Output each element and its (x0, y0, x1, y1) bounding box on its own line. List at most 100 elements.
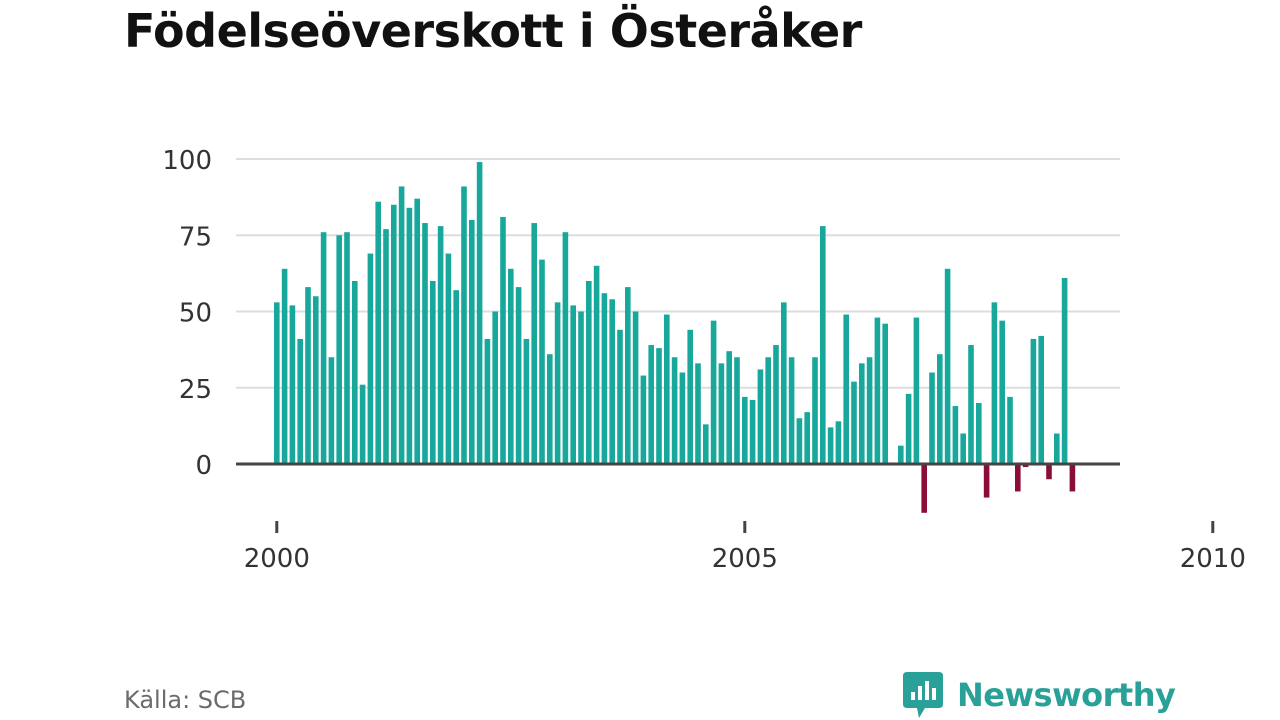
bar (586, 281, 592, 464)
bar (1015, 464, 1021, 492)
bar (367, 253, 374, 464)
bars (274, 162, 1076, 513)
bar (289, 305, 296, 464)
bar (679, 372, 686, 464)
bar (297, 338, 303, 464)
bar (414, 198, 420, 464)
bar (796, 418, 803, 464)
bar (960, 433, 966, 464)
bar (515, 287, 522, 464)
y-tick-label: 0 (195, 451, 212, 481)
bar (1030, 338, 1037, 464)
bar (734, 357, 740, 464)
bar (905, 393, 912, 464)
y-tick-label: 50 (179, 299, 212, 329)
bar (539, 259, 545, 464)
newsworthy-icon (903, 672, 943, 718)
y-tick-label: 100 (162, 146, 212, 176)
bar (827, 427, 834, 464)
bar (882, 323, 888, 464)
bar (484, 338, 491, 464)
bar (671, 357, 678, 464)
bar (328, 357, 335, 464)
bar (406, 207, 413, 465)
bar (437, 226, 444, 464)
bar (398, 186, 405, 464)
source-label: Källa: SCB (124, 686, 247, 714)
chart-title: Födelseöverskott i Österåker (124, 4, 862, 58)
bar (625, 287, 631, 464)
bar (1007, 396, 1013, 464)
bar (695, 363, 701, 464)
bar (944, 268, 951, 464)
bar (531, 223, 537, 464)
bar (570, 305, 576, 464)
bar (1038, 335, 1044, 464)
bar (320, 232, 327, 464)
bar (391, 204, 397, 464)
x-tick-label: 2005 (712, 544, 778, 574)
bar (640, 375, 647, 464)
bar (703, 424, 709, 464)
bar (313, 296, 319, 464)
bar (281, 268, 288, 464)
bar (765, 357, 771, 464)
bar (976, 403, 982, 464)
bar (1054, 433, 1060, 464)
bar (578, 311, 584, 464)
bar (999, 320, 1005, 464)
bar (562, 232, 569, 464)
bar (874, 317, 881, 464)
bar (476, 162, 483, 465)
bar (983, 464, 990, 498)
bar (274, 302, 280, 464)
bar (352, 281, 358, 464)
bar (359, 384, 366, 464)
bar (383, 229, 389, 464)
bar (952, 406, 959, 464)
bar (445, 253, 452, 464)
bar (812, 357, 818, 464)
bar (461, 186, 467, 464)
bar (492, 311, 498, 464)
bar (866, 357, 873, 464)
bar (859, 363, 865, 464)
bar (593, 265, 600, 464)
bar (1069, 464, 1076, 492)
bar (757, 369, 764, 464)
bar (921, 464, 927, 513)
bar (523, 338, 530, 464)
bar (749, 399, 756, 464)
bar (991, 302, 998, 464)
bar (453, 290, 459, 464)
bar (547, 354, 553, 464)
bar (742, 396, 748, 464)
bar (968, 345, 974, 464)
bar (1046, 464, 1052, 480)
bar (898, 445, 904, 464)
bar (344, 232, 350, 464)
bar (687, 329, 693, 464)
newsworthy-logo[interactable]: Newsworthy (903, 672, 1176, 718)
bar (1061, 277, 1068, 464)
bar (710, 320, 717, 464)
bar (913, 317, 920, 464)
bar (469, 220, 475, 464)
bar (773, 345, 779, 464)
bar (336, 235, 342, 464)
y-tick-label: 25 (179, 375, 212, 405)
bar (929, 372, 935, 464)
y-tick-label: 75 (179, 222, 212, 252)
bar (843, 314, 849, 464)
bar (609, 299, 615, 464)
bar (804, 412, 810, 464)
bar (664, 314, 670, 464)
bar (781, 302, 787, 464)
bar (632, 311, 639, 464)
bar (617, 329, 623, 464)
bar (820, 226, 826, 464)
brand-name: Newsworthy (957, 676, 1176, 714)
bar (788, 357, 795, 464)
bar (305, 287, 311, 464)
bar (375, 201, 381, 464)
